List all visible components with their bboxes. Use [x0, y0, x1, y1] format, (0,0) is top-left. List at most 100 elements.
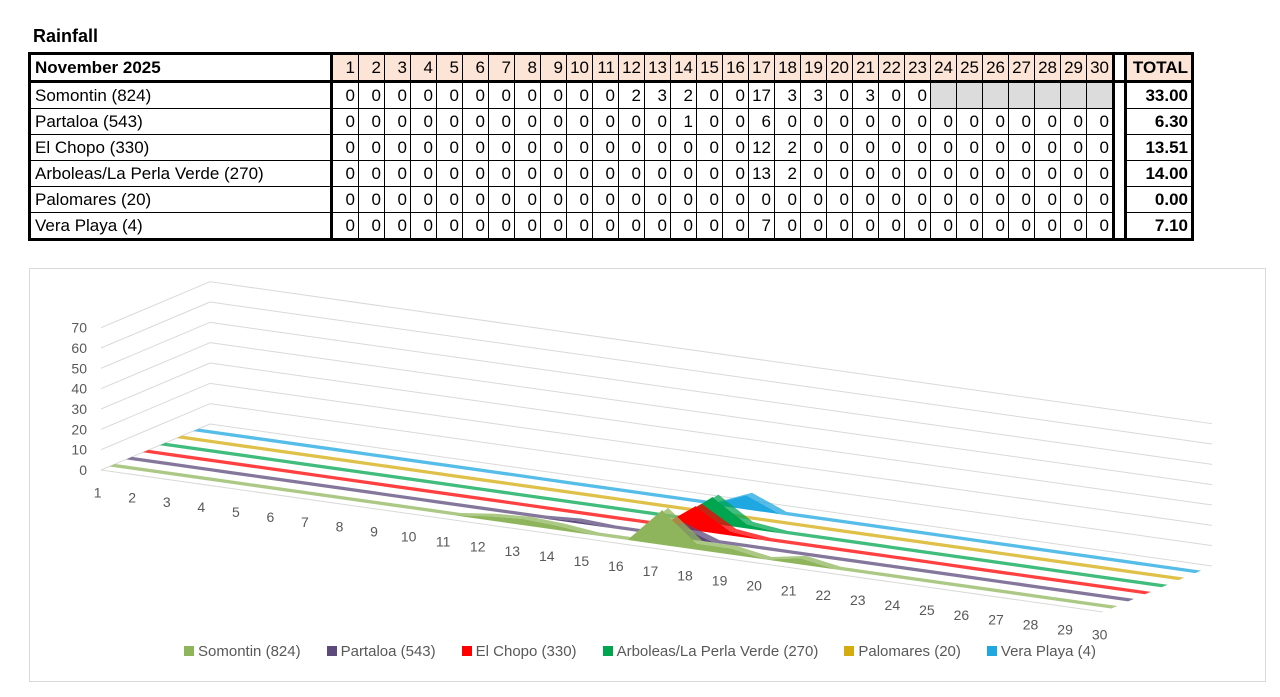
x-tick-label: 24	[885, 597, 901, 613]
rain-value: 2	[774, 160, 801, 187]
rain-value: 0	[748, 186, 775, 213]
gridline	[209, 301, 1213, 445]
legend-swatch	[844, 646, 855, 657]
rain-value: 0	[488, 160, 515, 187]
day-header: 23	[904, 52, 931, 83]
x-tick-label: 20	[746, 577, 762, 593]
gridline	[209, 321, 1213, 465]
series-area	[126, 459, 1129, 602]
rain-value: 0	[982, 212, 1009, 241]
gridline-side	[100, 321, 211, 369]
rain-value: 0	[982, 186, 1009, 213]
x-tick-label: 22	[815, 587, 831, 603]
rain-value: 0	[644, 212, 671, 241]
y-tick-label: 10	[71, 442, 87, 458]
day-header: 25	[956, 52, 983, 83]
rain-value: 0	[358, 81, 385, 109]
x-tick-label: 19	[712, 573, 728, 589]
legend-item: Palomares (20)	[844, 643, 961, 660]
rain-value: 0	[670, 160, 697, 187]
y-tick-label: 30	[71, 401, 87, 417]
table-header-row: November 2025 1 2 3 4 5 6 7 8 9 10 11 12 13 14 15 16 17 18…	[28, 52, 1194, 83]
rain-value: 0	[488, 134, 515, 161]
table-row: Arboleas/La Perla Verde (270) 0 0 0 0 0 0 0 0 0 0 0…	[28, 160, 1194, 187]
series-area	[193, 431, 1196, 574]
table-row: Vera Playa (4) 0 0 0 0 0 0 0 0 0 0 0 0 0 0 0 0 7 0 0 0 0 0 0 0 0 0…	[28, 212, 1194, 241]
series-top-surface	[142, 449, 1151, 595]
rain-value: 0	[982, 108, 1009, 135]
rain-value: 0	[566, 212, 593, 241]
rain-value: 0	[852, 134, 879, 161]
rain-value: 0	[644, 108, 671, 135]
day-header: 4	[410, 52, 437, 83]
rain-value: 0	[852, 160, 879, 187]
rain-value	[1060, 81, 1087, 109]
x-tick-label: 3	[163, 494, 171, 510]
rain-value: 0	[696, 134, 723, 161]
day-header: 26	[982, 52, 1009, 83]
rain-value	[1086, 81, 1115, 109]
location-name: El Chopo (330)	[28, 134, 333, 161]
rain-value: 0	[670, 186, 697, 213]
y-tick-label: 70	[71, 320, 87, 336]
rain-value: 0	[462, 212, 489, 241]
rain-value	[1034, 81, 1061, 109]
rain-value: 12	[748, 134, 775, 161]
rain-value: 0	[1034, 186, 1061, 213]
location-name: Vera Playa (4)	[28, 212, 333, 241]
rain-value: 0	[1086, 108, 1115, 135]
rain-value: 0	[618, 186, 645, 213]
gridline-side	[100, 362, 211, 410]
series-area	[142, 452, 1145, 595]
rain-value	[982, 81, 1009, 109]
gridline	[209, 403, 1213, 547]
table-row: El Chopo (330) 0 0 0 0 0 0 0 0 0 0 0 0 0 0 0 0 12 2 0 0 0 0 0 0 0…	[28, 134, 1194, 161]
rain-value: 6	[748, 108, 775, 135]
gridline	[209, 382, 1213, 526]
rain-value: 0	[384, 186, 411, 213]
series-area	[109, 466, 1112, 609]
rain-value: 0	[1086, 160, 1115, 187]
day-header: 12	[618, 52, 645, 83]
rain-value: 1	[670, 108, 697, 135]
x-tick-label: 8	[336, 519, 344, 535]
day-header: 18	[774, 52, 801, 83]
x-tick-label: 16	[608, 558, 624, 574]
day-header: 5	[436, 52, 463, 83]
day-header: 10	[566, 52, 593, 83]
day-header: 14	[670, 52, 697, 83]
gridline	[209, 423, 1213, 567]
rain-value: 0	[826, 212, 853, 241]
gap-cell	[1113, 52, 1126, 83]
y-tick-label: 0	[79, 462, 87, 478]
rain-value: 0	[618, 134, 645, 161]
rain-value	[1008, 81, 1035, 109]
day-header: 13	[644, 52, 671, 83]
x-tick-label: 6	[267, 509, 275, 525]
rain-value: 0	[410, 108, 437, 135]
gridline-side	[100, 382, 211, 430]
rain-value: 0	[904, 186, 931, 213]
rain-value: 0	[514, 81, 541, 109]
x-tick-label: 11	[436, 533, 451, 549]
x-tick-label: 30	[1092, 626, 1108, 642]
rain-value: 0	[592, 108, 619, 135]
rain-value: 0	[331, 81, 359, 109]
x-tick-label: 29	[1057, 622, 1073, 638]
series-top-surface	[126, 456, 1135, 602]
page-title: Rainfall	[33, 26, 99, 46]
x-tick-label: 5	[232, 504, 240, 520]
day-header: 17	[748, 52, 775, 83]
gridline-side	[100, 342, 211, 390]
day-header: 19	[800, 52, 827, 83]
x-tick-label: 17	[643, 563, 659, 579]
rain-value: 0	[696, 186, 723, 213]
rainfall-table: November 2025 1 2 3 4 5 6 7 8 9 10 11 12 13 14 15 16 17 18…	[28, 52, 1194, 241]
x-tick-label: 26	[954, 607, 970, 623]
day-header: 11	[592, 52, 619, 83]
rain-value: 0	[1008, 212, 1035, 241]
rain-value: 0	[1060, 186, 1087, 213]
rain-value: 0	[1060, 134, 1087, 161]
rain-value: 0	[956, 134, 983, 161]
